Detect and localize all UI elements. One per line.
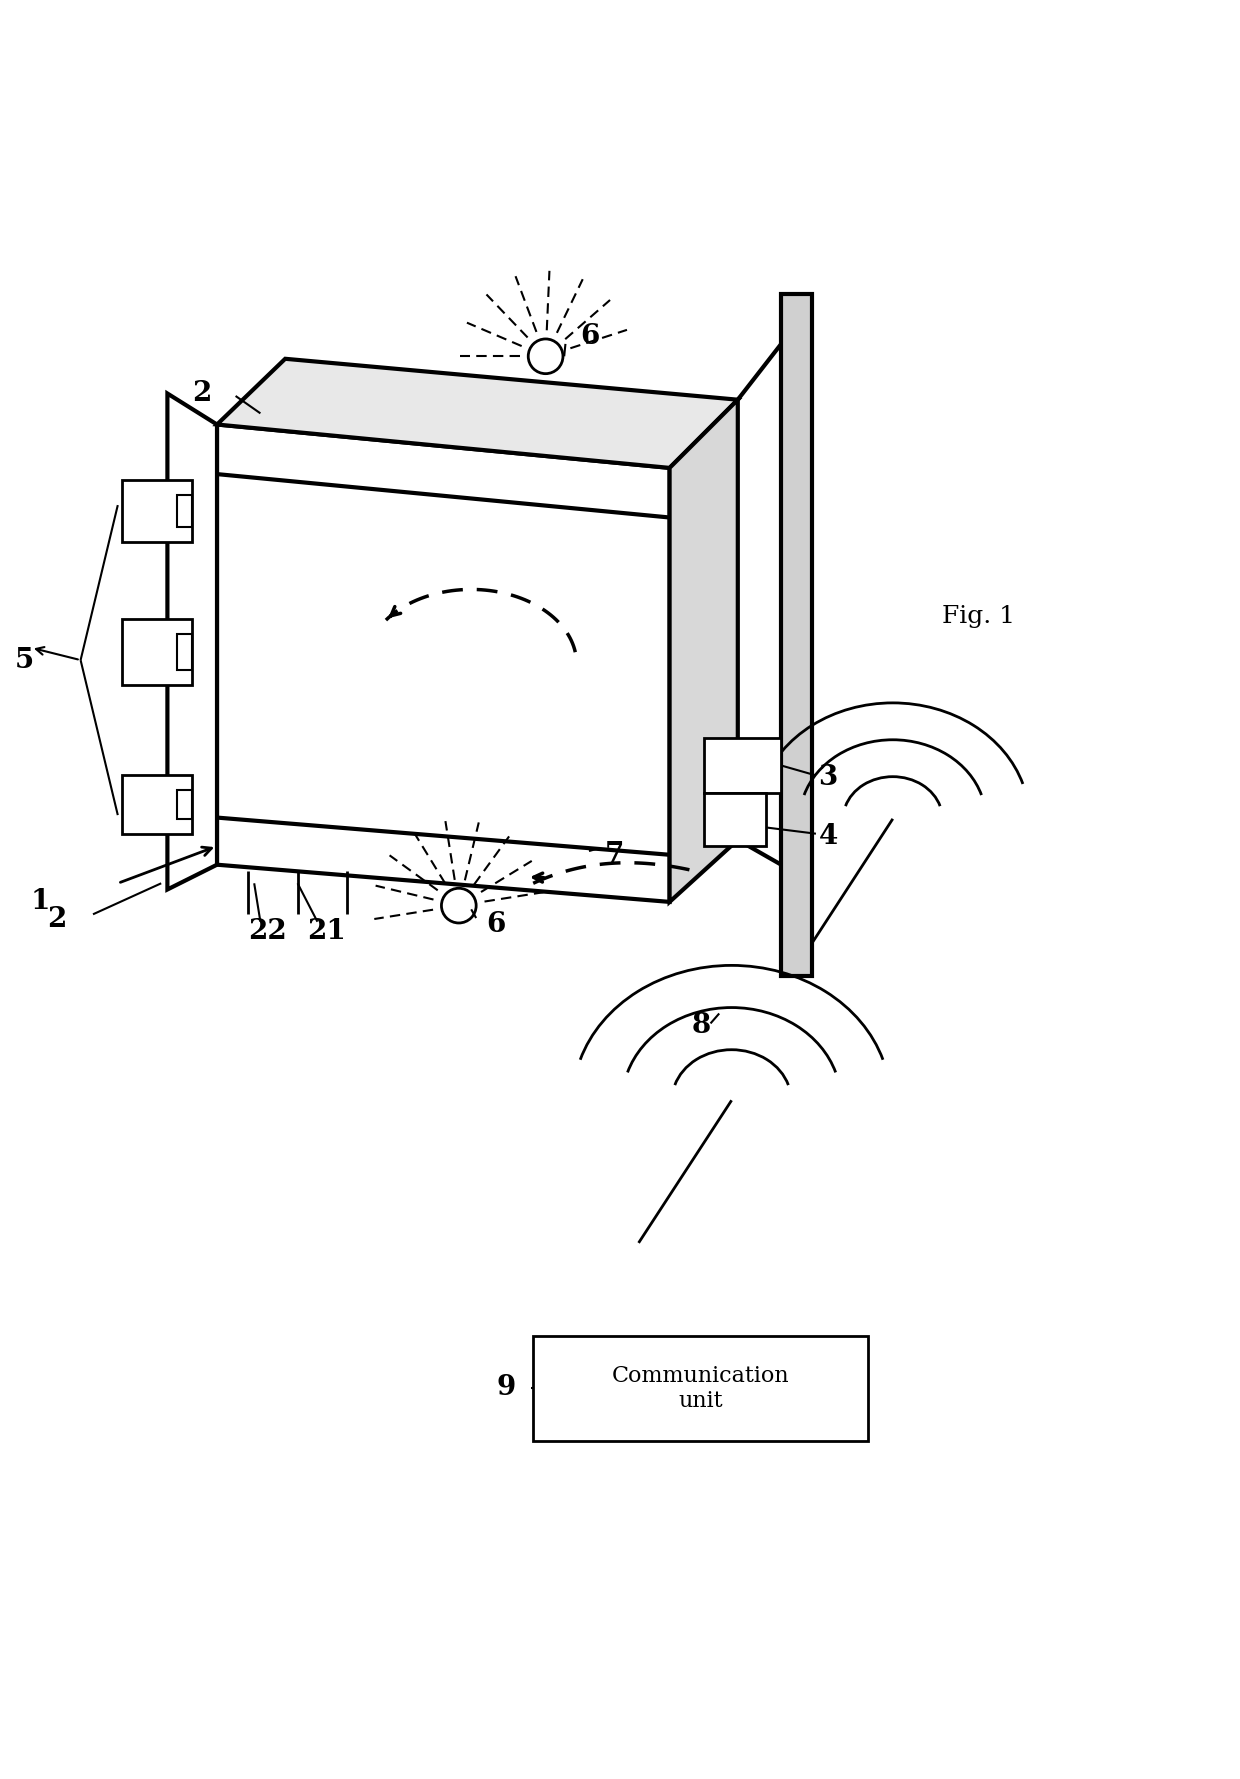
Text: 2: 2 (192, 381, 212, 407)
Polygon shape (177, 633, 192, 671)
Text: Communication
unit: Communication unit (611, 1364, 790, 1413)
Polygon shape (167, 393, 217, 890)
Polygon shape (533, 1336, 868, 1441)
Text: 5: 5 (15, 646, 35, 674)
Text: 21: 21 (308, 918, 346, 945)
Polygon shape (122, 619, 192, 685)
Polygon shape (122, 776, 192, 834)
Polygon shape (217, 359, 738, 468)
Text: 1: 1 (31, 888, 51, 916)
Polygon shape (217, 425, 670, 902)
Text: 6: 6 (580, 324, 600, 350)
Text: 9: 9 (496, 1375, 516, 1402)
Text: 4: 4 (818, 822, 838, 850)
Text: 22: 22 (248, 918, 286, 945)
Polygon shape (177, 790, 192, 818)
Polygon shape (177, 495, 192, 527)
Text: 7: 7 (605, 841, 625, 868)
Text: 8: 8 (692, 1012, 712, 1039)
Polygon shape (704, 793, 766, 847)
Text: 2: 2 (47, 906, 67, 932)
Text: 3: 3 (818, 765, 838, 792)
Polygon shape (704, 738, 781, 793)
Polygon shape (122, 480, 192, 543)
Polygon shape (670, 400, 738, 902)
Text: Fig. 1: Fig. 1 (942, 605, 1016, 628)
Polygon shape (781, 294, 812, 977)
Text: 6: 6 (486, 911, 506, 938)
